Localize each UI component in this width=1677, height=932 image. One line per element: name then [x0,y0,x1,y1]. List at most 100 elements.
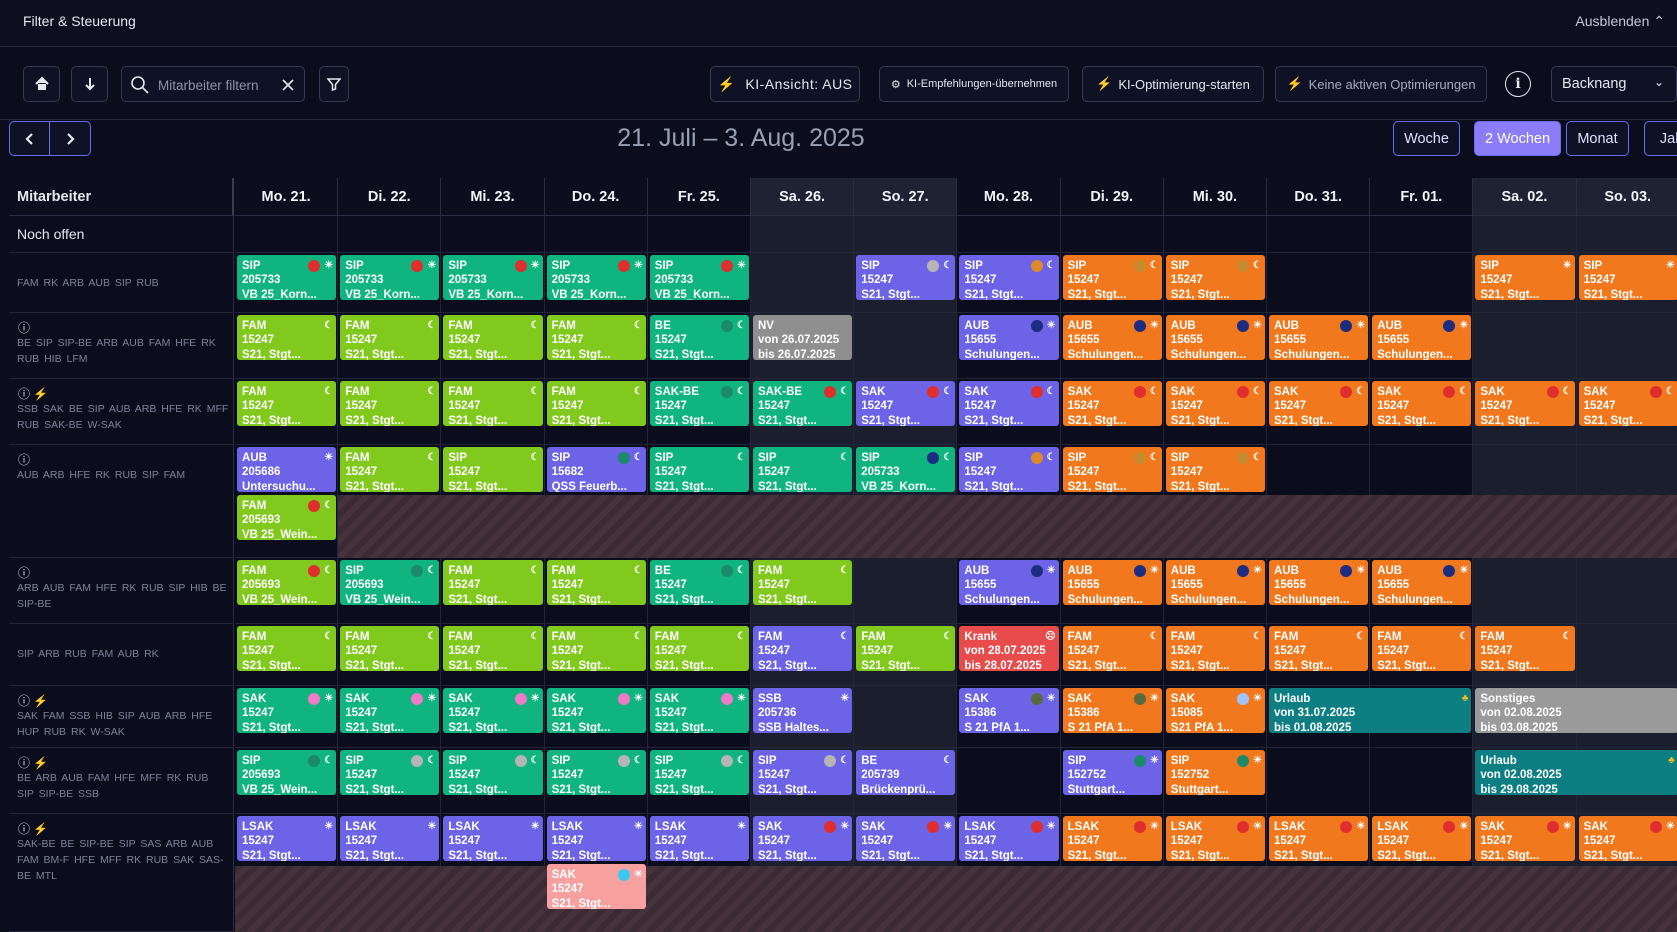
shift-card[interactable]: FAM 15247 S21, Stgt... ☾ [753,626,853,671]
day-header[interactable]: Fr. 01. [1370,178,1474,216]
day-cell[interactable] [441,624,545,686]
shift-card[interactable]: SIP 15247 S21, Stgt... ☾ [959,447,1059,492]
day-cell[interactable] [957,686,1061,748]
shift-card[interactable]: SIP 15247 S21, Stgt... ☾ [340,750,440,795]
shift-card[interactable]: FAM 15247 S21, Stgt... ☾ [443,381,543,426]
shift-card[interactable]: SIP 15247 S21, Stgt... ☾ [753,750,853,795]
day-cell[interactable] [1060,558,1164,624]
employee-row-label[interactable]: ⓘ BE SIP SIP-BE ARB AUB FAM HFE RK RUB HI… [9,313,234,379]
day-cell[interactable] [1370,686,1474,748]
day-cell[interactable] [544,624,648,686]
day-cell[interactable] [957,748,1061,814]
day-cell[interactable] [544,748,648,814]
day-cell[interactable] [235,445,339,558]
day-cell[interactable] [1267,748,1371,814]
shift-card[interactable]: BE 205739 Brückenprü... ☾ [856,750,956,795]
shift-card[interactable]: AUB 15655 Schulungen... ☀ [1269,560,1369,605]
day-cell[interactable] [544,253,648,313]
shift-card[interactable]: FAM 15247 S21, Stgt... ☾ [237,315,337,360]
day-cell[interactable] [957,313,1061,379]
day-cell[interactable] [1163,379,1267,445]
shift-card[interactable]: SIP 205733 VB 25_Korn... ☀ [649,255,749,300]
view-week-button[interactable]: Woche [1393,121,1460,156]
employee-row-label[interactable]: SIP ARB RUB FAM AUB RK [9,624,234,686]
shift-card[interactable]: SAK 15247 S21, Stgt... ☾ [1372,381,1472,426]
day-cell[interactable] [1060,624,1164,686]
day-cell[interactable] [1576,624,1677,686]
shift-card[interactable]: FAM 15247 S21, Stgt... ☾ [546,560,646,605]
day-cell[interactable] [1060,313,1164,379]
day-cell[interactable] [1370,379,1474,445]
shift-card[interactable]: SIP 15247 S21, Stgt... ☾ [443,447,543,492]
day-cell[interactable] [235,748,339,814]
shift-card[interactable]: SAK-BE 15247 S21, Stgt... ☾ [753,381,853,426]
shift-card[interactable]: NV von 26.07.2025 bis 26.07.2025 [753,315,853,360]
shift-card[interactable]: FAM 15247 S21, Stgt... ☾ [443,560,543,605]
shift-card[interactable]: SAK-BE 15247 S21, Stgt... ☾ [649,381,749,426]
view-2weeks-button[interactable]: 2 Wochen [1474,121,1561,156]
shift-card[interactable]: SIP 15247 S21, Stgt... ☾ [1062,447,1162,492]
day-cell[interactable] [338,313,442,379]
day-cell[interactable] [1576,313,1677,379]
search-input[interactable] [158,75,276,95]
employee-row-label[interactable]: ⓘ ⚡ SSB SAK BE SIP AUB ARB HFE RK MFF RUB… [9,379,234,445]
shift-card[interactable]: SIP 205733 VB 25_Korn... ☀ [546,255,646,300]
day-header[interactable]: Sa. 26. [751,178,855,216]
day-cell[interactable] [854,313,958,379]
day-header[interactable]: So. 03. [1576,178,1677,216]
shift-card[interactable]: SAK 15247 S21, Stgt... ☀ [753,816,853,861]
employee-row-label[interactable]: ⓘ ⚡ SAK-BE BE SIP-BE SIP SAS ARB AUB FAM … [9,814,234,932]
day-cell[interactable] [1060,379,1164,445]
shift-card[interactable]: LSAK 15247 S21, Stgt... ☀ [1372,816,1472,861]
shift-card[interactable]: SIP 152752 Stuttgart... ☀ [1062,750,1162,795]
shift-card[interactable]: SAK 15247 S21, Stgt... ☀ [340,688,440,733]
shift-card[interactable]: SAK 15247 S21, Stgt... ☀ [443,688,543,733]
shift-card[interactable]: LSAK 15247 S21, Stgt... ☀ [649,816,749,861]
day-cell[interactable] [1163,313,1267,379]
shift-card[interactable]: FAM 15247 S21, Stgt... ☾ [546,626,646,671]
day-cell[interactable] [235,216,339,253]
shift-card[interactable]: BE 15247 S21, Stgt... ☾ [649,315,749,360]
filter-button[interactable] [319,66,349,102]
home-button[interactable] [23,66,60,102]
view-month-button[interactable]: Monat [1566,121,1629,156]
day-cell[interactable] [957,624,1061,686]
clear-icon[interactable] [282,79,294,91]
shift-card[interactable]: LSAK 15247 S21, Stgt... ☀ [1062,816,1162,861]
shift-card[interactable]: SIP 15247 S21, Stgt... ☾ [649,447,749,492]
day-cell[interactable] [854,686,958,748]
shift-card[interactable]: FAM 15247 S21, Stgt... ☾ [546,381,646,426]
shift-card[interactable]: SIP 15247 S21, Stgt... ☾ [546,750,646,795]
shift-card[interactable]: SAK 15247 S21, Stgt... ☀ [546,688,646,733]
day-cell[interactable] [338,379,442,445]
day-cell[interactable] [751,253,855,313]
shift-card[interactable]: FAM 15247 S21, Stgt... ☾ [443,626,543,671]
day-cell[interactable] [1163,558,1267,624]
employee-row-label[interactable]: ⓘ ⚡ SAK FAM SSB HIB SIP AUB ARB HFE HUP R… [9,686,234,748]
day-cell[interactable] [647,253,751,313]
shift-card[interactable]: FAM 15247 S21, Stgt... ☾ [546,315,646,360]
shift-card[interactable]: FAM 15247 S21, Stgt... ☾ [340,315,440,360]
day-header[interactable]: Do. 24. [544,178,648,216]
shift-card[interactable]: SIP 205733 VB 25_Korn... ☾ [856,447,956,492]
day-cell[interactable] [1060,216,1164,253]
shift-card[interactable]: FAM 15247 S21, Stgt... ☾ [1165,626,1265,671]
next-button[interactable] [50,121,91,156]
ki-accept-button[interactable]: ⚙ KI-Empfehlungen-übernehmen [879,66,1069,102]
shift-card[interactable]: SIP 15247 S21, Stgt... ☾ [649,750,749,795]
shift-card[interactable]: SIP 15247 S21, Stgt... ☾ [856,255,956,300]
day-cell[interactable] [1576,558,1677,624]
shift-card[interactable]: FAM 205693 VB 25_Wein... ☾ [237,560,337,605]
shift-card[interactable]: FAM 15247 S21, Stgt... ☾ [856,626,956,671]
shift-card[interactable]: SAK 15247 S21, Stgt... ☀ [856,816,956,861]
shift-card[interactable]: AUB 15655 Schulungen... ☀ [1062,560,1162,605]
shift-card[interactable]: SIP 205733 VB 25_Korn... ☀ [237,255,337,300]
shift-card[interactable]: AUB 15655 Schulungen... ☀ [1372,560,1472,605]
day-cell[interactable] [957,379,1061,445]
shift-card[interactable]: LSAK 15247 S21, Stgt... ☀ [1269,816,1369,861]
day-header[interactable]: Do. 31. [1267,178,1371,216]
day-cell[interactable] [1163,686,1267,748]
day-cell[interactable] [1370,216,1474,253]
shift-card[interactable]: Sonstiges von 02.08.2025 bis 03.08.2025 [1475,688,1677,733]
shift-card[interactable]: SIP 15247 S21, Stgt... ☾ [1165,447,1265,492]
